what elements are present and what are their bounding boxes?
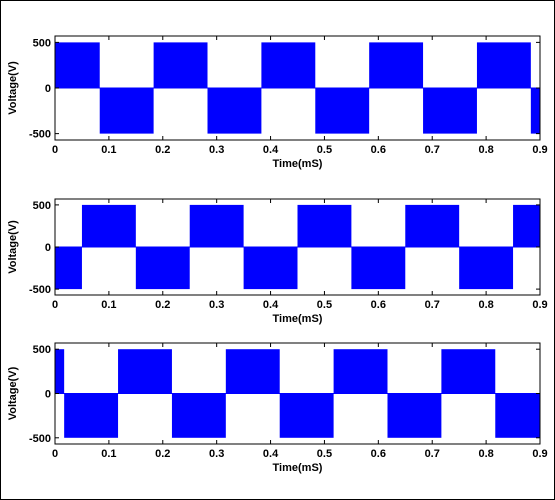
plot-1-marks [55, 42, 540, 134]
y-tick-label: -500 [29, 129, 51, 141]
positive-pulse-3 [261, 42, 316, 88]
x-tick-label: 0.6 [371, 299, 386, 311]
x-tick-label: 0 [52, 299, 58, 311]
positive-pulse-1 [55, 42, 100, 88]
x-tick-label: 0.9 [532, 299, 547, 311]
x-tick-label: 0.8 [478, 144, 493, 156]
positive-pulse-1 [55, 349, 65, 394]
x-tick-label: 0.2 [155, 144, 170, 156]
x-tick-label: 0.8 [478, 299, 493, 311]
x-tick-label: 0.9 [532, 144, 547, 156]
negative-pulse-4 [351, 247, 406, 290]
negative-pulse-5 [495, 393, 540, 438]
negative-pulse-4 [423, 88, 477, 134]
x-tick-label: 0 [52, 448, 58, 460]
positive-pulse-4 [405, 204, 460, 247]
x-tick-label: 0.3 [209, 299, 224, 311]
y-tick-label: -500 [29, 284, 51, 296]
plot-3-xlabel: Time(mS) [273, 462, 323, 474]
x-tick-label: 0.6 [371, 144, 386, 156]
positive-pulse-5 [441, 349, 496, 394]
x-tick-label: 0.4 [263, 299, 279, 311]
x-tick-label: 0.1 [101, 144, 116, 156]
positive-pulse-4 [369, 42, 424, 88]
plot-3-marks [55, 349, 540, 438]
x-tick-label: 0.4 [263, 448, 279, 460]
positive-pulse-3 [225, 349, 280, 394]
negative-pulse-2 [171, 393, 226, 438]
positive-pulse-5 [513, 204, 540, 247]
negative-pulse-5 [459, 247, 514, 290]
negative-pulse-3 [279, 393, 334, 438]
x-tick-label: 0.7 [425, 144, 440, 156]
plot-2-marks [55, 204, 540, 290]
x-tick-label: 0.6 [371, 448, 386, 460]
negative-pulse-1 [55, 247, 82, 290]
negative-pulse-5 [530, 88, 540, 134]
y-tick-label: 500 [33, 37, 51, 49]
positive-pulse-5 [476, 42, 531, 88]
negative-pulse-4 [387, 393, 442, 438]
x-tick-label: 0.2 [155, 448, 170, 460]
x-tick-label: 0.7 [425, 299, 440, 311]
positive-pulse-3 [297, 204, 352, 247]
negative-pulse-3 [315, 88, 370, 134]
y-tick-label: 0 [45, 389, 51, 401]
positive-pulse-2 [118, 349, 172, 394]
positive-pulse-2 [153, 42, 208, 88]
y-tick-label: 500 [33, 200, 51, 212]
x-tick-label: 0.3 [209, 448, 224, 460]
positive-pulse-2 [189, 204, 244, 247]
negative-pulse-1 [99, 88, 154, 134]
x-tick-label: 0.5 [317, 299, 332, 311]
negative-pulse-3 [243, 247, 298, 290]
y-tick-label: 0 [45, 242, 51, 254]
positive-pulse-4 [333, 349, 388, 394]
y-tick-label: 500 [33, 344, 51, 356]
plot-2-xlabel: Time(mS) [273, 313, 323, 325]
plot-2-ylabel: Voltage(V) [7, 220, 19, 274]
y-tick-label: 0 [45, 83, 51, 95]
x-tick-label: 0.8 [478, 448, 493, 460]
negative-pulse-1 [64, 393, 119, 438]
positive-pulse-1 [81, 204, 136, 247]
negative-pulse-2 [135, 247, 190, 290]
x-tick-label: 0.3 [209, 144, 224, 156]
plot-3-ylabel: Voltage(V) [7, 366, 19, 420]
x-tick-label: 0.7 [425, 448, 440, 460]
y-tick-label: -500 [29, 433, 51, 445]
x-tick-label: 0.2 [155, 299, 170, 311]
plot-1-ylabel: Voltage(V) [7, 61, 19, 115]
x-tick-label: 0.5 [317, 448, 332, 460]
x-tick-label: 0.4 [263, 144, 279, 156]
x-tick-label: 0 [52, 144, 58, 156]
x-tick-label: 0.9 [532, 448, 547, 460]
x-tick-label: 0.1 [101, 299, 116, 311]
x-tick-label: 0.5 [317, 144, 332, 156]
x-tick-label: 0.1 [101, 448, 116, 460]
negative-pulse-2 [207, 88, 262, 134]
plot-1-xlabel: Time(mS) [273, 158, 323, 170]
